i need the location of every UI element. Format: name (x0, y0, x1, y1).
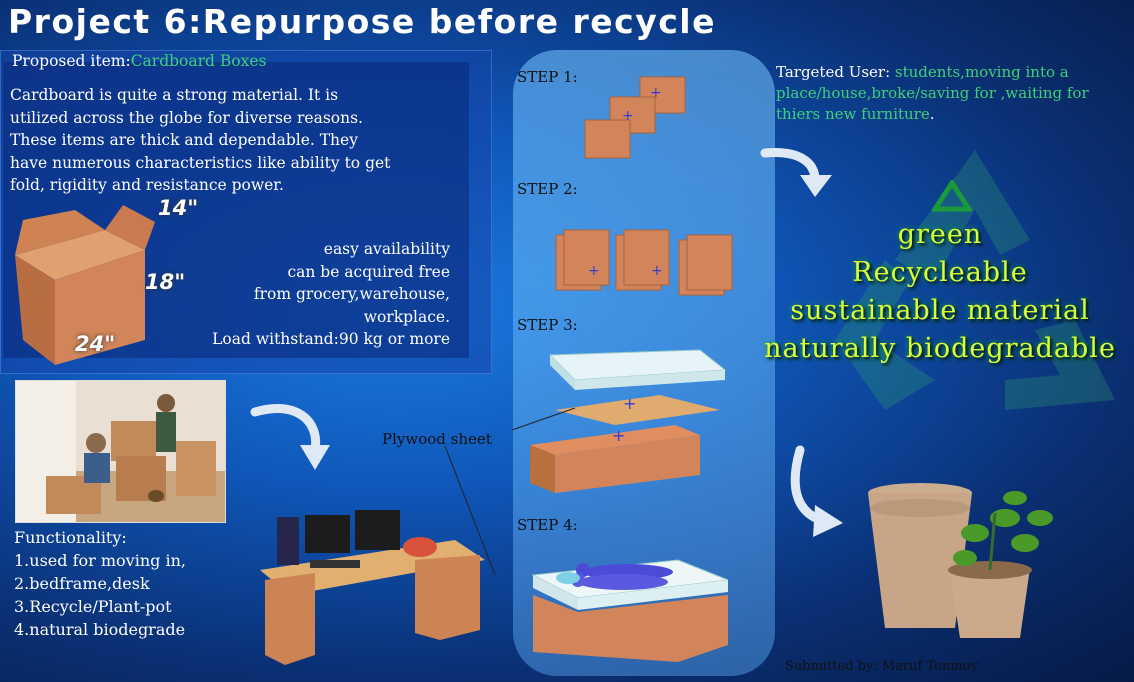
description: Cardboard is quite a strong material. It… (10, 84, 470, 197)
functionality-list: Functionality: 1.used for moving in, 2.b… (14, 526, 186, 641)
description-line: have numerous characteristics like abili… (10, 153, 391, 172)
feature-line: from grocery,warehouse, (253, 285, 450, 303)
targeted-user: Targeted User: students,moving into a pl… (776, 62, 1126, 125)
feature-line: can be acquired free (287, 262, 450, 281)
description-line: fold, rigidity and resistance power. (10, 176, 284, 194)
dimension-height: 18" (145, 270, 186, 294)
cardboard-box-illustration (15, 205, 155, 365)
step-3-label: STEP 3: (517, 316, 578, 334)
property-line: green (897, 219, 983, 250)
property-line: Recycleable (852, 257, 1028, 288)
curved-arrow-icon (790, 445, 843, 537)
step-3-layers: + + (530, 349, 727, 493)
step-1-label: STEP 1: (517, 68, 578, 86)
step-4-bed (531, 559, 729, 662)
description-line: Cardboard is quite a strong material. It… (10, 86, 339, 104)
curved-arrow-icon (760, 148, 832, 197)
functionality-item: 1.used for moving in, (14, 551, 186, 570)
targeted-user-end: . (929, 105, 935, 123)
submitted-by: Submitted by: Maruf Tonmoy (785, 659, 978, 674)
proposed-label: Proposed item: (12, 52, 131, 70)
poster-title: Project 6:Repurpose before recycle (8, 2, 716, 41)
functionality-item: 2.bedframe,desk (14, 574, 150, 593)
description-line: These items are thick and dependable. Th… (10, 131, 358, 149)
dimension-length: 24" (75, 332, 116, 356)
dimension-width: 14" (158, 196, 199, 220)
functionality-item: 3.Recycle/Plant-pot (14, 597, 172, 616)
property-line: naturally biodegradable (764, 333, 1116, 364)
features-list: easy availability can be acquired free f… (150, 238, 450, 351)
targeted-user-text: students,moving into a place/house,broke… (776, 63, 1089, 123)
plywood-pointer-lines (444, 407, 576, 576)
svg-text:+: + (623, 394, 636, 413)
feature-line: workplace. (363, 307, 450, 326)
plant-pots-illustration (868, 483, 1053, 638)
curved-arrow-icon (250, 404, 330, 470)
material-properties: green Recycleable sustainable material n… (750, 216, 1130, 368)
feature-line: Load withstand:90 kg or more (212, 330, 450, 348)
svg-text:+: + (651, 263, 663, 279)
property-line: sustainable material (790, 295, 1090, 326)
step-4-label: STEP 4: (517, 516, 578, 534)
targeted-user-label: Targeted User: (776, 63, 895, 81)
recycle-symbol-icon (835, 150, 1115, 410)
description-line: utilized across the globe for diverse re… (10, 108, 363, 127)
functionality-item: 4.natural biodegrade (14, 620, 186, 639)
plywood-label: Plywood sheet (382, 430, 492, 448)
proposed-item: Proposed item:Cardboard Boxes (12, 52, 266, 70)
triangle-icon (932, 180, 972, 212)
functionality-heading: Functionality: (14, 528, 127, 547)
step-1-boxes: + + (584, 76, 686, 159)
moving-photo (15, 380, 226, 523)
svg-text:+: + (588, 263, 600, 279)
proposed-item-name: Cardboard Boxes (130, 52, 267, 70)
desk-illustration (260, 510, 485, 665)
step-2-label: STEP 2: (517, 180, 578, 198)
feature-line: easy availability (323, 240, 450, 258)
svg-text:+: + (650, 85, 662, 101)
svg-text:+: + (622, 108, 634, 124)
svg-text:+: + (612, 426, 625, 445)
step-2-box-groups: + + (555, 229, 733, 296)
